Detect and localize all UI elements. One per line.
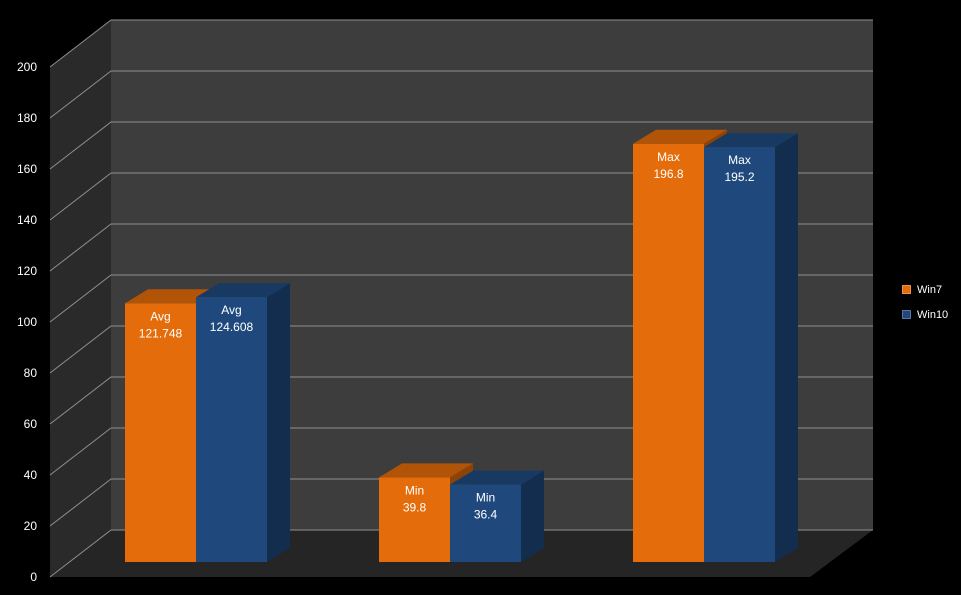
y-axis-labels: 0 20 40 60 80 100 120 140 160 180 200 [17,60,37,584]
y-tick-label: 80 [24,366,38,380]
gridline [49,19,873,68]
y-tick-label: 160 [17,162,37,176]
bar-top [450,470,544,485]
bar-side [267,283,290,562]
gridline [49,427,873,476]
bar-front [704,147,775,562]
gridline [49,70,873,119]
bar-data-label: 39.8 [403,500,427,514]
legend-label-win7: Win7 [917,283,943,296]
bar-data-label: Min [405,483,424,497]
bar-data-label: Max [657,150,680,164]
bar-top [633,129,727,144]
bar-data-label: Avg [221,303,241,317]
bar-win10-min: Min 36.4 [450,470,544,562]
gridline [49,376,873,425]
bar-top [125,289,219,304]
gridline [49,274,873,323]
legend-swatch-win7 [902,285,911,294]
gridline [49,121,873,170]
y-tick-label: 200 [17,60,37,74]
bar-front [125,303,196,562]
bar-win10-avg: Avg 124.608 [196,283,290,562]
gridline [49,325,873,374]
bar-front [196,297,267,562]
legend: Win7 Win10 [902,277,948,327]
bar-top [196,283,290,298]
bar-data-label: 124.608 [210,320,254,334]
bar-data-label: 36.4 [474,508,498,522]
gridline [49,223,873,272]
bar-top [379,463,473,478]
bar-data-label: 121.748 [139,326,183,340]
gridline [49,478,873,527]
bar-data-label: 196.8 [653,167,683,181]
bar-data-label: Min [476,491,495,505]
y-tick-label: 60 [24,417,38,431]
y-tick-label: 100 [17,315,37,329]
legend-item-win10[interactable]: Win10 [902,302,948,327]
legend-item-win7[interactable]: Win7 [902,277,948,302]
legend-swatch-win10 [902,310,911,319]
bar-front [379,477,450,562]
bar-data-label: 195.2 [724,170,754,184]
gridline [49,172,873,221]
gridlines [49,19,873,578]
y-tick-label: 140 [17,213,37,227]
y-tick-label: 120 [17,264,37,278]
bar-front [450,484,521,562]
y-tick-label: 40 [24,468,38,482]
bar-data-label: Max [728,153,751,167]
gridline [49,529,873,578]
bar-side [521,470,544,562]
bar-win10-max: Max 195.2 [704,133,798,562]
y-tick-label: 0 [30,570,37,584]
y-tick-label: 180 [17,111,37,125]
bar-front [633,143,704,563]
y-tick-label: 20 [24,519,38,533]
bar-top [704,133,798,148]
bar-data-label: Avg [150,309,170,323]
bars: Avg 121.748 Avg 124.608 Min 39.8 Min 36.4 Max 196… [125,129,798,563]
legend-label-win10: Win10 [917,308,949,321]
bar-side [775,133,798,562]
